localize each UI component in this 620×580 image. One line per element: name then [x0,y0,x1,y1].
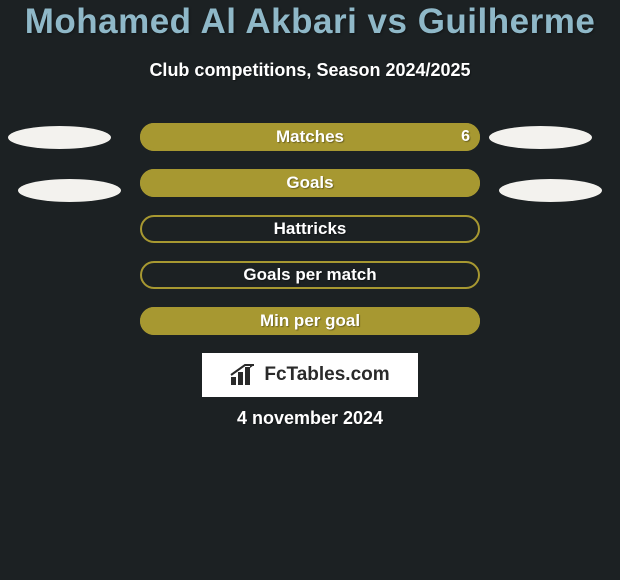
side-ellipse-left [8,126,111,149]
stat-row: Goals [140,169,480,197]
snapshot-date: 4 november 2024 [0,408,620,429]
watermark-text: FcTables.com [264,364,389,386]
stat-bar-fill [140,169,480,197]
stat-label: Hattricks [140,215,480,243]
stat-bar-outline [140,215,480,243]
stat-bar-fill [140,123,480,151]
stat-row: Goals per match [140,261,480,289]
side-ellipse-right [489,126,592,149]
stat-label: Goals per match [140,261,480,289]
fctables-watermark: FcTables.com [202,353,418,397]
comparison-infographic: Mohamed Al Akbari vs Guilherme Club comp… [0,0,620,580]
stat-row: Matches6 [140,123,480,151]
bar-chart-icon [230,364,258,386]
stat-bar-outline [140,261,480,289]
stat-bar-fill [140,307,480,335]
stat-row: Hattricks [140,215,480,243]
page-title: Mohamed Al Akbari vs Guilherme [0,2,620,42]
side-ellipse-right [499,179,602,202]
side-ellipse-left [18,179,121,202]
season-subtitle: Club competitions, Season 2024/2025 [0,60,620,81]
stat-row: Min per goal [140,307,480,335]
